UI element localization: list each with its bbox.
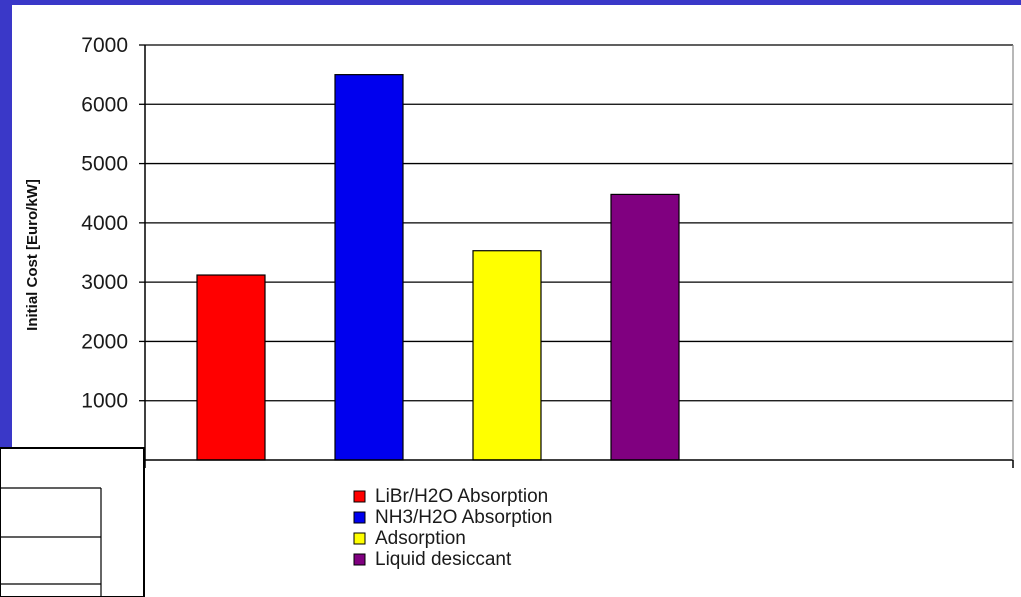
legend-swatch bbox=[353, 553, 366, 566]
y-tick-label: 3000 bbox=[81, 271, 128, 294]
y-tick-label: 4000 bbox=[81, 212, 128, 235]
overlay-table-frame bbox=[0, 447, 145, 597]
bar-3 bbox=[472, 250, 542, 461]
legend-label: LiBr/H2O Absorption bbox=[375, 486, 548, 507]
y-tick-label: 7000 bbox=[81, 34, 128, 57]
legend-label: Liquid desiccant bbox=[375, 549, 512, 570]
legend-label: Adsorption bbox=[375, 528, 466, 549]
y-tick-label: 2000 bbox=[81, 330, 128, 353]
y-tick-label: 6000 bbox=[81, 93, 128, 116]
legend-swatch bbox=[353, 490, 366, 503]
bar-4 bbox=[610, 193, 680, 461]
gridlines bbox=[145, 44, 1013, 402]
legend-swatch bbox=[353, 511, 366, 524]
bar-1 bbox=[196, 274, 266, 461]
bar-2 bbox=[334, 74, 404, 461]
legend-swatch bbox=[353, 532, 366, 545]
legend-label: NH3/H2O Absorption bbox=[375, 507, 552, 528]
y-tick-label: 5000 bbox=[81, 153, 128, 176]
y-tick-label: 1000 bbox=[81, 390, 128, 413]
y-tick-labels: 1000 2000 3000 4000 5000 6000 7000 bbox=[81, 34, 128, 413]
y-axis-label: Initial Cost [Euro/kW] bbox=[24, 179, 41, 331]
